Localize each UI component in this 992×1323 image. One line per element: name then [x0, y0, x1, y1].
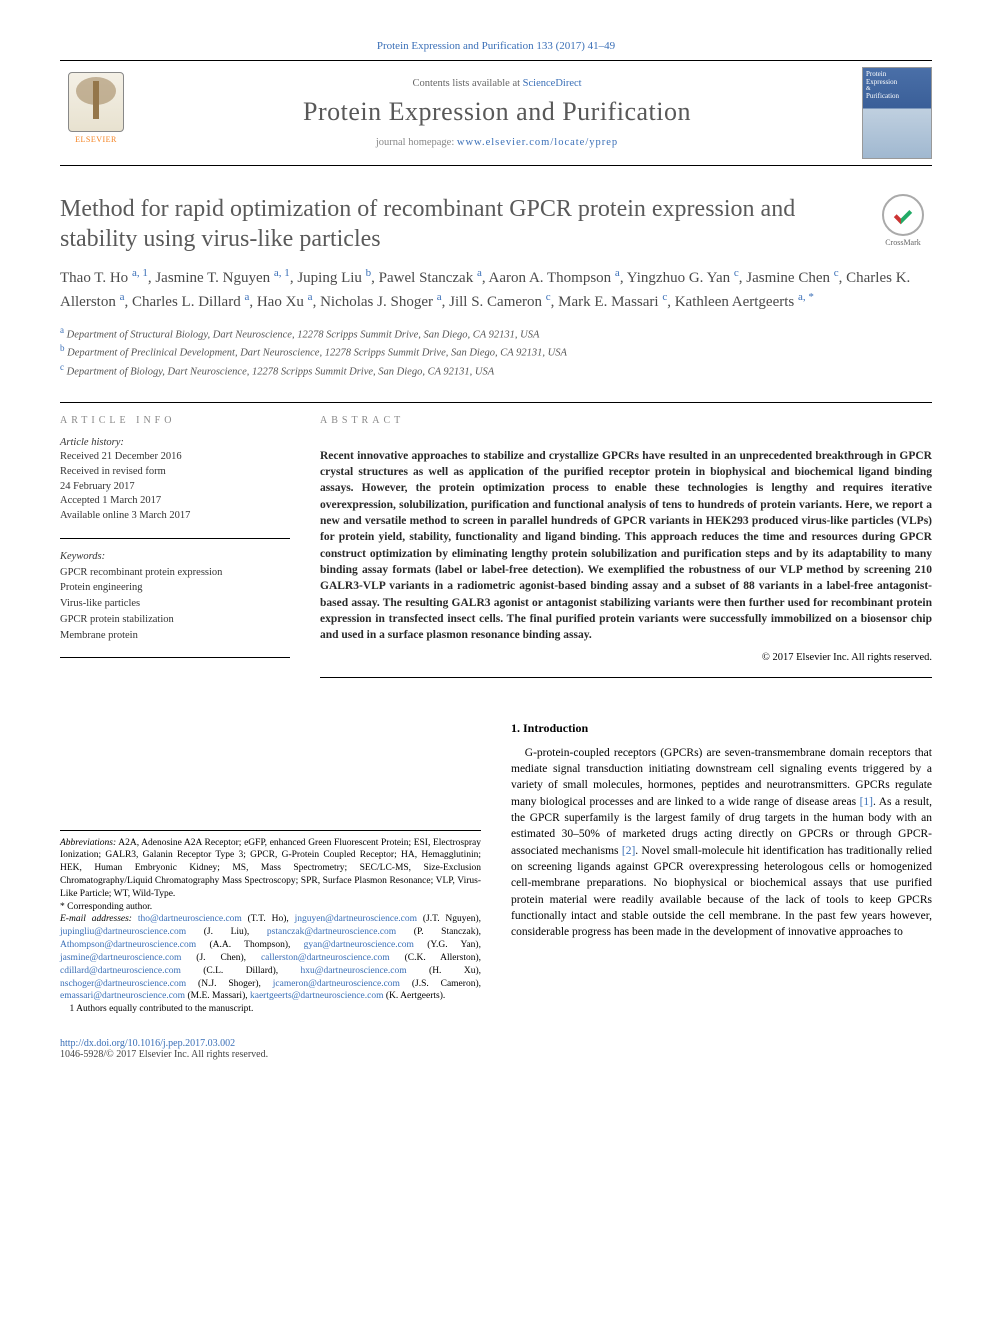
abstract-column: ABSTRACT Recent innovative approaches to… — [320, 403, 932, 678]
email-link[interactable]: tho@dartneuroscience.com — [138, 914, 242, 924]
contents-line: Contents lists available at ScienceDirec… — [142, 78, 852, 89]
email-link[interactable]: Athompson@dartneuroscience.com — [60, 940, 196, 950]
email-link[interactable]: callerston@dartneuroscience.com — [261, 953, 390, 963]
journal-homepage-link[interactable]: www.elsevier.com/locate/yprep — [457, 137, 618, 148]
elsevier-label: ELSEVIER — [75, 135, 117, 144]
email-link[interactable]: emassari@dartneuroscience.com — [60, 991, 185, 1001]
masthead: ELSEVIER Contents lists available at Sci… — [60, 60, 932, 166]
running-head: Protein Expression and Purification 133 … — [60, 40, 932, 52]
article-title: Method for rapid optimization of recombi… — [60, 194, 862, 254]
corresponding-note: * Corresponding author. — [60, 901, 481, 914]
email-link[interactable]: jcameron@dartneuroscience.com — [273, 979, 400, 989]
author-list: Thao T. Ho a, 1, Jasmine T. Nguyen a, 1,… — [60, 266, 932, 314]
article-info-column: ARTICLE INFO Article history: Received 2… — [60, 402, 290, 678]
ref-link[interactable]: [1] — [860, 796, 873, 808]
keyword: GPCR recombinant protein expression — [60, 565, 290, 581]
abbrev-label: Abbreviations: — [60, 838, 116, 848]
doi-link[interactable]: http://dx.doi.org/10.1016/j.pep.2017.03.… — [60, 1038, 235, 1049]
issn-copyright: 1046-5928/© 2017 Elsevier Inc. All right… — [60, 1049, 268, 1060]
abstract-copyright: © 2017 Elsevier Inc. All rights reserved… — [320, 650, 932, 678]
email-link[interactable]: gyan@dartneuroscience.com — [304, 940, 414, 950]
section-heading-intro: 1. Introduction — [511, 720, 932, 737]
page-footer: http://dx.doi.org/10.1016/j.pep.2017.03.… — [60, 1038, 932, 1060]
abbrev-text: A2A, Adenosine A2A Receptor; eGFP, enhan… — [60, 838, 481, 899]
citation-link[interactable]: Protein Expression and Purification 133 … — [377, 40, 615, 52]
keyword: Membrane protein — [60, 628, 290, 644]
email-link[interactable]: jupingliu@dartneuroscience.com — [60, 927, 186, 937]
abstract-text: Recent innovative approaches to stabiliz… — [320, 436, 932, 650]
history-label: Article history: — [60, 436, 290, 451]
email-link[interactable]: jasmine@dartneuroscience.com — [60, 953, 181, 963]
intro-paragraph: G-protein-coupled receptors (GPCRs) are … — [511, 745, 932, 941]
ref-link[interactable]: [2] — [622, 845, 635, 857]
journal-cover-thumb[interactable]: Protein Expression & Purification — [862, 67, 932, 159]
article-info-heading: ARTICLE INFO — [60, 403, 290, 436]
left-body-column: Abbreviations: A2A, Adenosine A2A Recept… — [60, 720, 481, 1016]
crossmark-badge[interactable]: CrossMark — [874, 194, 932, 247]
crossmark-icon — [894, 206, 912, 224]
affiliations: a Department of Structural Biology, Dart… — [60, 324, 932, 380]
email-link[interactable]: kaertgeerts@dartneuroscience.com — [250, 991, 384, 1001]
email-link[interactable]: nschoger@dartneuroscience.com — [60, 979, 186, 989]
keywords-label: Keywords: — [60, 549, 290, 565]
email-link[interactable]: hxu@dartneuroscience.com — [301, 966, 407, 976]
homepage-line: journal homepage: www.elsevier.com/locat… — [142, 137, 852, 148]
journal-name: Protein Expression and Purification — [142, 97, 852, 127]
abstract-heading: ABSTRACT — [320, 403, 932, 436]
accepted-date: Accepted 1 March 2017 — [60, 494, 290, 509]
keyword: Protein engineering — [60, 580, 290, 596]
elsevier-tree-icon — [68, 72, 124, 132]
received-date: Received 21 December 2016 — [60, 450, 290, 465]
keyword: Virus-like particles — [60, 596, 290, 612]
email-link[interactable]: cdillard@dartneuroscience.com — [60, 966, 181, 976]
email-addresses: tho@dartneuroscience.com (T.T. Ho), jngu… — [60, 914, 481, 1001]
revised-line1: Received in revised form — [60, 465, 290, 480]
elsevier-logo[interactable]: ELSEVIER — [60, 72, 132, 154]
sciencedirect-link[interactable]: ScienceDirect — [523, 78, 582, 89]
right-body-column: 1. Introduction G-protein-coupled recept… — [511, 720, 932, 1016]
keyword: GPCR protein stabilization — [60, 612, 290, 628]
online-date: Available online 3 March 2017 — [60, 509, 290, 524]
email-link[interactable]: pstanczak@dartneuroscience.com — [267, 927, 396, 937]
email-label: E-mail addresses: — [60, 914, 132, 924]
footnotes: Abbreviations: A2A, Adenosine A2A Recept… — [60, 830, 481, 1016]
equal-contrib-note: 1 Authors equally contributed to the man… — [60, 1003, 481, 1016]
email-link[interactable]: jnguyen@dartneuroscience.com — [295, 914, 417, 924]
revised-line2: 24 February 2017 — [60, 480, 290, 495]
